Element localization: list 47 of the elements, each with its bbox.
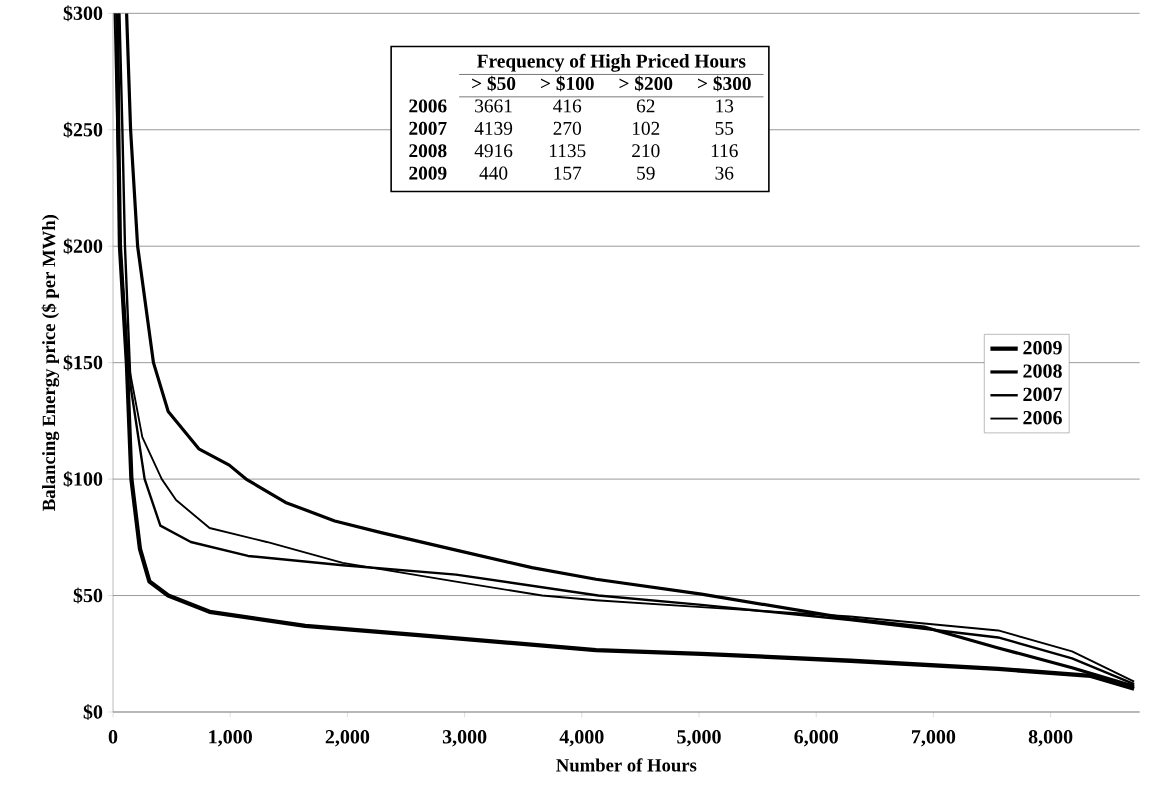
annotation: 4139 <box>474 121 513 135</box>
y-tick-label: $50 <box>73 587 103 604</box>
annotation: 55 <box>715 121 734 135</box>
y-tick-label: $100 <box>63 471 103 488</box>
x-tick-label: 5,000 <box>677 730 721 747</box>
x-tick-label: 1,000 <box>209 730 252 747</box>
annotation: 59 <box>637 166 655 180</box>
legend-label: 2008 <box>1023 364 1062 378</box>
annotation: 2007 <box>409 121 447 135</box>
annotation: 62 <box>636 99 655 113</box>
x-tick-label: 8,000 <box>1028 730 1073 747</box>
annotation: > $200 <box>619 75 673 92</box>
x-tick-label: 6,000 <box>794 730 838 747</box>
x-tick-label: 0 <box>108 730 118 744</box>
x-tick-label: 3,000 <box>442 730 487 747</box>
annotation: 2009 <box>409 166 447 180</box>
annotation: 210 <box>632 144 660 158</box>
annotation: 2006 <box>409 99 447 113</box>
annotation: 1135 <box>549 144 586 158</box>
x-axis-title: Number of Hours <box>556 758 697 772</box>
annotation: 2008 <box>409 144 447 158</box>
x-tick-label: 4,000 <box>559 730 604 747</box>
y-tick-label: $300 <box>63 5 103 22</box>
annotation: 157 <box>554 166 582 180</box>
y-tick-label: $200 <box>63 238 103 255</box>
x-tick-label: 2,000 <box>325 730 370 747</box>
annotation: 440 <box>479 166 508 180</box>
annotation: Frequency of High Priced Hours <box>477 53 746 72</box>
annotation: > $300 <box>698 75 751 92</box>
x-tick-label: 7,000 <box>912 730 956 747</box>
annotation: 102 <box>632 121 660 135</box>
y-tick-label: $150 <box>63 354 103 371</box>
y-tick-label: $0 <box>83 703 103 720</box>
annotation: > $50 <box>472 75 516 92</box>
y-axis-title: Balancing Energy price ($ per MWh) <box>41 214 60 511</box>
annotation: > $100 <box>540 75 594 92</box>
annotation: 4916 <box>474 144 513 158</box>
y-tick-label: $250 <box>63 121 103 138</box>
annotation: 3661 <box>475 99 512 113</box>
annotation: 36 <box>715 166 734 180</box>
legend-label: 2006 <box>1023 410 1062 425</box>
legend-label: 2007 <box>1023 387 1063 402</box>
annotation: 116 <box>711 144 738 158</box>
annotation: 13 <box>716 99 734 113</box>
legend-label: 2009 <box>1023 341 1062 355</box>
annotation: 270 <box>553 121 582 135</box>
annotation: 416 <box>553 99 582 113</box>
